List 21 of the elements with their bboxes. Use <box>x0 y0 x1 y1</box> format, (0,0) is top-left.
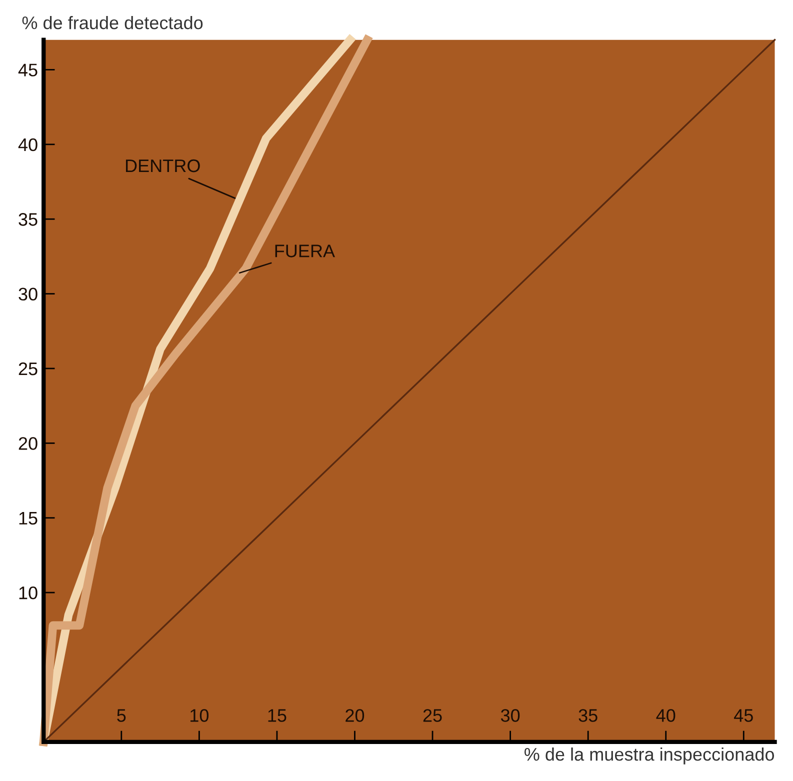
series-label: FUERA <box>275 244 336 258</box>
y-tick-label: 30 <box>18 288 38 301</box>
y-tick-label: 10 <box>19 586 38 600</box>
x-tick-label: 25 <box>423 709 442 722</box>
text: DENTRO <box>126 159 200 172</box>
y-tick-label: 35 <box>18 213 38 226</box>
x-tick-label: 45 <box>734 709 753 722</box>
x-tick-label: 15 <box>268 709 286 722</box>
y-tick-label: 25 <box>18 362 38 376</box>
x-tick-label: 5 <box>117 709 126 722</box>
x-tick-label: 35 <box>578 709 598 722</box>
y-tick-label: 45 <box>18 64 38 76</box>
y-tick-label: 15 <box>19 512 38 525</box>
x-axis-title: % de la muestra inspeccionado <box>524 748 774 764</box>
y-tick-label: 40 <box>18 138 38 152</box>
x-tick-label: 10 <box>190 709 209 722</box>
x-tick-label: 30 <box>500 709 520 722</box>
y-axis-title: % de fraude detectado <box>22 16 203 30</box>
x-tick-label: 40 <box>656 709 676 722</box>
y-tick-label: 20 <box>18 437 38 450</box>
x-tick-label: 20 <box>346 709 364 722</box>
